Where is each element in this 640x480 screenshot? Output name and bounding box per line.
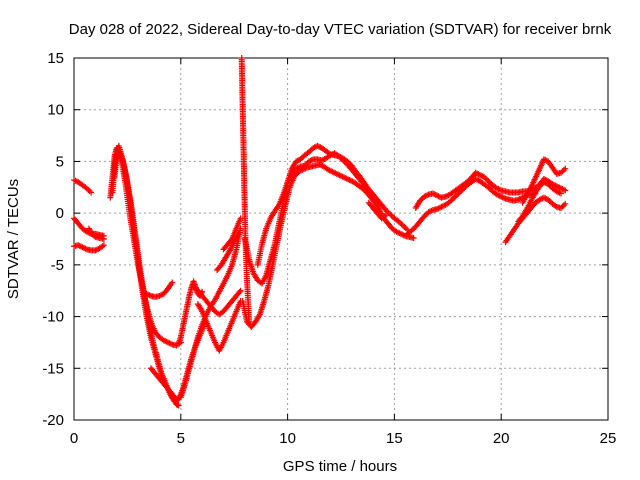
series-d: [85, 225, 107, 242]
data-point: [559, 203, 566, 210]
data-point: [237, 287, 244, 294]
data-point: [399, 222, 406, 229]
series-l: [190, 282, 244, 318]
data-point: [86, 188, 93, 195]
data-point: [562, 187, 569, 194]
plot-frame: [73, 57, 609, 421]
data-point: [402, 225, 409, 232]
series-c: [71, 242, 107, 254]
data-point: [449, 196, 456, 203]
x-tick-labels: 0 5 10 15 20 25: [70, 430, 617, 447]
series-n: [214, 230, 242, 274]
data-point: [562, 165, 569, 172]
series-k: [177, 225, 244, 401]
series-p: [239, 161, 417, 330]
y-tick-label: -15: [42, 360, 64, 377]
data-point: [169, 279, 176, 286]
x-tick-label: 10: [279, 430, 296, 447]
data-point: [382, 212, 389, 219]
y-axis-label: SDTVAR / TECUs: [5, 179, 22, 299]
data-point: [100, 242, 107, 249]
data-point: [410, 234, 417, 241]
x-tick-label: 20: [493, 430, 510, 447]
data-point: [558, 204, 565, 211]
data-point: [451, 194, 458, 201]
y-tick-label: -5: [51, 257, 64, 274]
tick-marks: [73, 57, 609, 421]
x-tick-label: 15: [386, 430, 403, 447]
series-o: [220, 215, 244, 253]
data-point: [401, 223, 408, 230]
y-tick-labels: 15 10 5 0 -5 -10 -15 -20: [42, 50, 64, 429]
data-point: [387, 211, 394, 218]
data-point: [398, 221, 405, 228]
y-tick-label: -10: [42, 309, 64, 326]
data-point: [483, 176, 490, 183]
series-x: [515, 179, 565, 225]
data-point: [173, 396, 180, 403]
data-point: [172, 395, 179, 402]
x-tick-label: 5: [177, 430, 185, 447]
data-point: [370, 191, 377, 198]
data-point: [562, 200, 569, 207]
series-s: [365, 199, 389, 222]
series-a: [71, 177, 95, 196]
series-t: [404, 176, 539, 237]
series-spike: [238, 55, 253, 325]
y-tick-label: 10: [47, 102, 64, 119]
series-i: [147, 365, 180, 403]
y-tick-label: 15: [47, 50, 64, 67]
y-tick-label: 0: [56, 205, 64, 222]
grid: [74, 58, 608, 420]
data-point: [88, 189, 95, 196]
data-point: [558, 169, 565, 176]
data-point: [560, 167, 567, 174]
series-w: [519, 156, 569, 206]
series-u: [412, 169, 569, 211]
data-point: [175, 402, 182, 409]
data-point: [452, 193, 459, 200]
data-points: [71, 55, 569, 409]
x-axis-label: GPS time / hours: [283, 458, 397, 475]
y-tick-label: 5: [56, 153, 64, 170]
data-point: [236, 289, 243, 296]
data-point: [424, 192, 431, 199]
data-point: [542, 195, 549, 202]
series-r: [254, 150, 377, 268]
x-tick-label: 25: [600, 430, 617, 447]
y-tick-label: -20: [42, 412, 64, 429]
data-point: [485, 178, 492, 185]
data-point: [227, 237, 234, 244]
data-point: [308, 157, 315, 164]
series-h: [143, 279, 176, 300]
data-point: [558, 190, 565, 197]
data-point: [117, 150, 124, 157]
series-m: [194, 298, 244, 354]
data-point: [486, 179, 493, 186]
x-tick-label: 0: [70, 430, 78, 447]
chart-title: Day 028 of 2022, Sidereal Day-to-day VTE…: [69, 21, 612, 38]
data-point: [100, 236, 107, 242]
